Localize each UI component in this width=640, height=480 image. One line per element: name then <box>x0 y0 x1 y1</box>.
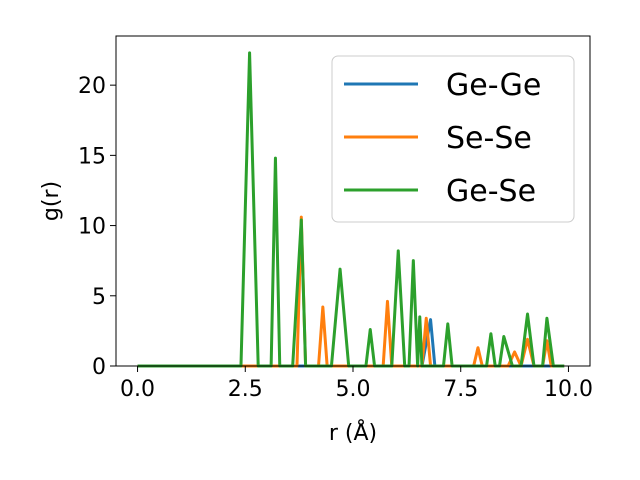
legend-label-0: Ge-Ge <box>446 68 541 103</box>
series-line-1 <box>137 215 565 368</box>
legend: Ge-Ge Se-Se Ge-Se <box>331 55 575 223</box>
y-tick-label: 15 <box>78 144 106 169</box>
x-tick-label: 5.0 <box>336 377 371 402</box>
x-axis-label: r (Å) <box>329 419 377 446</box>
x-tick-label: 0.0 <box>120 377 155 402</box>
y-axis: 0 5 10 15 20 <box>78 74 116 380</box>
y-tick-label: 20 <box>78 74 106 99</box>
y-tick-label: 0 <box>92 355 106 380</box>
x-tick-label: 2.5 <box>228 377 263 402</box>
y-tick-label: 5 <box>92 285 106 310</box>
y-tick-label: 10 <box>78 215 106 240</box>
x-tick-label: 7.5 <box>443 377 478 402</box>
y-axis-label: g(r) <box>39 181 64 221</box>
x-tick-label: 10.0 <box>544 377 593 402</box>
legend-box <box>331 55 575 223</box>
legend-label-1: Se-Se <box>446 121 532 156</box>
legend-label-2: Ge-Se <box>446 174 536 209</box>
x-axis: 0.0 2.5 5.0 7.5 10.0 <box>120 366 593 402</box>
